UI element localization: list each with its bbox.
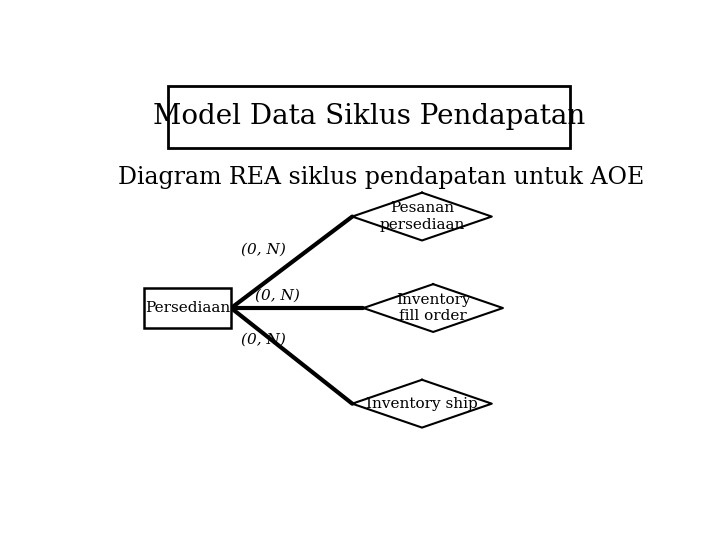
Text: Inventory ship: Inventory ship bbox=[366, 397, 478, 411]
Text: Model Data Siklus Pendapatan: Model Data Siklus Pendapatan bbox=[153, 103, 585, 130]
Text: (0, N): (0, N) bbox=[255, 288, 300, 302]
FancyBboxPatch shape bbox=[145, 288, 231, 328]
Text: (0, N): (0, N) bbox=[240, 332, 286, 346]
Text: Inventory
fill order: Inventory fill order bbox=[396, 293, 470, 323]
Text: Diagram REA siklus pendapatan untuk AOE: Diagram REA siklus pendapatan untuk AOE bbox=[118, 166, 644, 188]
Text: (0, N): (0, N) bbox=[240, 243, 286, 257]
Text: Persediaan: Persediaan bbox=[145, 301, 230, 315]
FancyBboxPatch shape bbox=[168, 85, 570, 148]
Text: Pesanan
persediaan: Pesanan persediaan bbox=[379, 201, 464, 232]
